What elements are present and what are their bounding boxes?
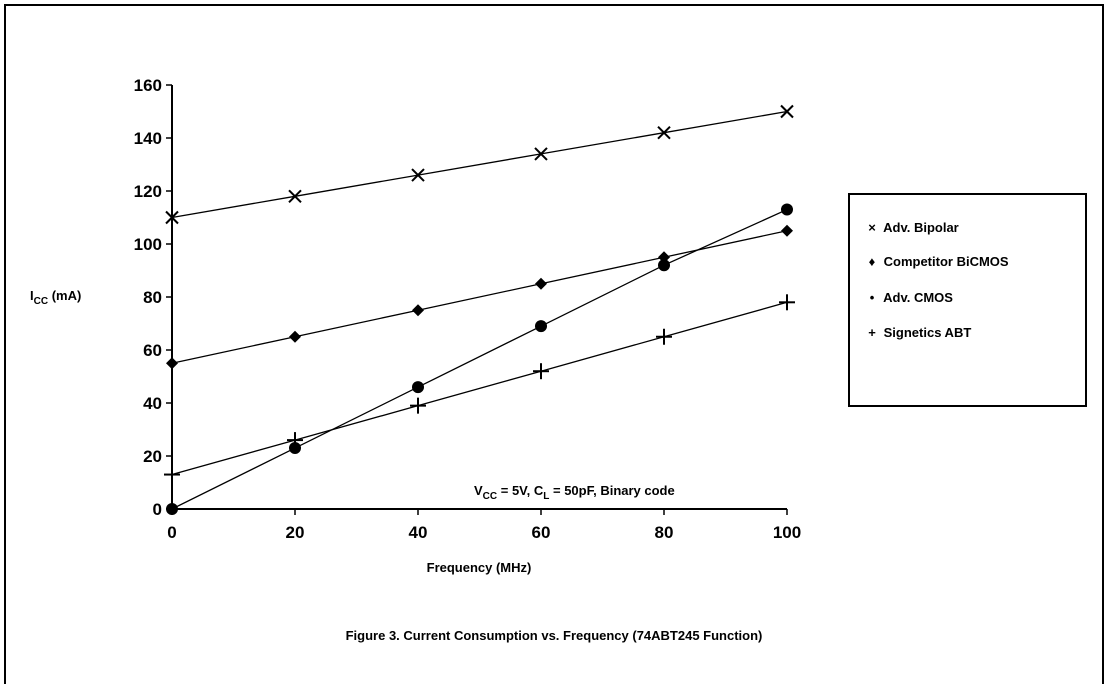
x-marker-icon: × xyxy=(868,220,876,235)
series-line xyxy=(171,301,788,476)
x-tick-label: 0 xyxy=(167,523,176,542)
legend-item-competitor-bicmos: ♦ Competitor BiCMOS xyxy=(864,254,1009,269)
legend-item-signetics-abt: + Signetics ABT xyxy=(864,325,971,340)
data-point xyxy=(535,277,547,290)
data-point xyxy=(657,125,671,140)
data-point xyxy=(166,503,178,515)
legend-item-adv-bipolar: × Adv. Bipolar xyxy=(864,220,959,235)
data-point xyxy=(658,259,670,272)
figure-caption: Figure 3. Current Consumption vs. Freque… xyxy=(345,628,763,643)
data-point xyxy=(534,147,548,161)
data-point xyxy=(164,466,180,483)
legend-label: Signetics ABT xyxy=(883,325,972,340)
data-point xyxy=(288,189,302,204)
chart-canvas: 0 20 40 60 80 100 120 140 160 0 20 40 60 80 100 Freque… xyxy=(30,76,802,575)
x-tick-label: 60 xyxy=(532,523,551,542)
legend-label: Adv. Bipolar xyxy=(883,220,959,235)
data-point xyxy=(287,432,303,449)
y-tick-label: 40 xyxy=(143,394,162,413)
data-point xyxy=(533,363,549,380)
series-line xyxy=(171,230,788,364)
series-competitor-bicmos xyxy=(166,224,793,370)
data-point xyxy=(779,294,795,311)
y-tick-label: 20 xyxy=(143,447,162,466)
y-tick-label: 140 xyxy=(134,129,162,148)
legend: × Adv. Bipolar ♦ Competitor BiCMOS • Adv… xyxy=(848,193,1087,407)
series-line xyxy=(171,208,788,510)
tick-labels: 0 20 40 60 80 100 120 140 160 0 20 40 60 80 100 xyxy=(134,76,802,542)
x-axis-label: Frequency (MHz) xyxy=(427,560,532,575)
x-tick-label: 80 xyxy=(655,523,674,542)
figure-frame xyxy=(4,4,1104,684)
series-signetics-abt xyxy=(164,294,795,483)
data-point xyxy=(412,381,424,394)
data-point xyxy=(166,357,178,370)
circle-marker-icon: • xyxy=(869,290,875,305)
data-point xyxy=(535,320,547,333)
data-point xyxy=(412,304,424,317)
x-tick-label: 100 xyxy=(773,523,801,542)
y-tick-label: 60 xyxy=(143,341,162,360)
plus-marker-icon: + xyxy=(868,325,876,340)
data-point xyxy=(780,104,794,119)
y-tick-label: 80 xyxy=(143,288,162,307)
y-tick-label: 120 xyxy=(134,182,162,201)
conditions-annotation: VCC = 5V, CL = 50pF, Binary code xyxy=(474,483,675,502)
y-tick-label: 0 xyxy=(153,500,162,519)
data-point xyxy=(289,330,301,343)
series-line xyxy=(171,110,788,219)
data-point xyxy=(781,203,793,216)
plot-area xyxy=(164,104,795,515)
legend-label: Competitor BiCMOS xyxy=(883,254,1009,269)
legend-item-adv-cmos: • Adv. CMOS xyxy=(864,290,953,305)
data-point xyxy=(411,168,425,182)
y-axis-label: ICC (mA) xyxy=(30,288,81,307)
data-point xyxy=(656,328,672,345)
series-adv-bipolar xyxy=(165,104,794,225)
y-tick-label: 100 xyxy=(134,235,162,254)
data-point xyxy=(165,210,179,225)
data-point xyxy=(410,397,426,414)
x-tick-label: 20 xyxy=(286,523,305,542)
legend-label: Adv. CMOS xyxy=(883,290,953,305)
y-tick-label: 160 xyxy=(134,76,162,95)
x-tick-label: 40 xyxy=(409,523,428,542)
diamond-marker-icon: ♦ xyxy=(868,254,876,269)
data-point xyxy=(781,224,793,237)
